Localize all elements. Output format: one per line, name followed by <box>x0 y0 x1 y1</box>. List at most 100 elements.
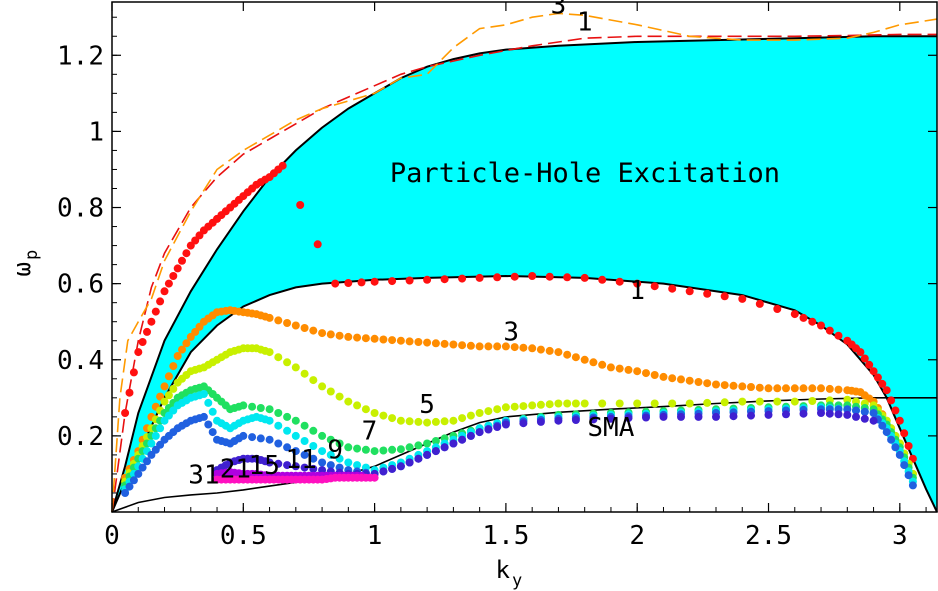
dot-5 <box>291 363 300 372</box>
dot-15 <box>606 414 615 423</box>
annotation-5: 5 <box>419 390 435 420</box>
dot-15 <box>274 459 283 468</box>
dot-3 <box>764 384 773 393</box>
dot-1 <box>405 276 414 285</box>
dot-5 <box>414 417 423 426</box>
dot-5 <box>615 399 624 408</box>
dot-1 <box>182 249 191 258</box>
dot-1 <box>344 279 353 287</box>
dot-1 <box>493 273 502 282</box>
dot-1 <box>685 287 694 296</box>
dot-3 <box>396 336 405 345</box>
dot-5 <box>668 399 677 408</box>
y-tick-label: 0.6 <box>57 270 104 300</box>
dot-15 <box>318 466 327 475</box>
plot-frame <box>111 1 938 513</box>
dot-3 <box>458 341 467 350</box>
dot-3 <box>755 383 764 392</box>
dot-15 <box>764 410 773 419</box>
dot-15 <box>712 412 720 421</box>
annotation-7: 7 <box>362 417 378 447</box>
dot-1 <box>156 297 165 306</box>
dot-5 <box>738 397 747 406</box>
dot-9 <box>147 439 156 448</box>
dot-11 <box>318 458 327 467</box>
annotation-11: 11 <box>285 445 316 475</box>
dot-11 <box>300 450 309 459</box>
dot-3 <box>720 381 729 390</box>
dot-3 <box>738 382 747 391</box>
x-tick-label: 3 <box>892 521 908 551</box>
dot-1 <box>598 275 607 284</box>
dot-15 <box>869 416 878 425</box>
y-tick-label: 0.4 <box>57 346 104 376</box>
dot-11 <box>904 471 913 480</box>
dot-3 <box>703 379 712 388</box>
dot-5 <box>571 399 580 408</box>
dot-3 <box>423 338 432 347</box>
dot-15 <box>501 420 510 429</box>
dot-3 <box>493 342 502 351</box>
annotation-SMA: SMA <box>587 413 634 443</box>
dot-3 <box>449 340 458 349</box>
dot-11 <box>887 435 896 444</box>
dot-5 <box>493 405 502 414</box>
dot-11 <box>125 482 134 491</box>
y-tick-label: 0.8 <box>57 194 104 224</box>
dot-1 <box>129 368 138 377</box>
dot-1 <box>160 287 169 296</box>
dot-11 <box>843 405 852 414</box>
dot-11 <box>138 463 147 472</box>
dot-7 <box>353 444 362 453</box>
dot-5 <box>528 401 537 410</box>
dot-1 <box>313 240 322 249</box>
dot-9 <box>151 431 160 440</box>
dot-3 <box>353 333 362 342</box>
dot-11 <box>121 489 130 497</box>
dot-7 <box>370 447 379 456</box>
dot-5 <box>164 391 173 400</box>
dot-1 <box>856 348 865 357</box>
dot-5 <box>449 416 458 425</box>
dot-5 <box>326 387 335 396</box>
dot-15 <box>431 447 440 456</box>
dot-1 <box>173 264 182 273</box>
dot-5 <box>685 399 694 408</box>
x-tick-label: 0.5 <box>220 521 267 551</box>
dot-1 <box>545 272 554 281</box>
dot-31 <box>370 473 379 482</box>
dot-3 <box>414 338 423 346</box>
dot-9 <box>300 437 309 445</box>
dot-7 <box>239 401 248 410</box>
dot-7 <box>326 435 335 444</box>
dot-3 <box>164 372 173 381</box>
dot-1 <box>834 331 843 340</box>
dot-1 <box>799 313 808 322</box>
dot-1 <box>563 273 572 282</box>
dot-1 <box>891 406 900 415</box>
dot-15 <box>379 467 388 476</box>
dot-15 <box>852 412 860 421</box>
dot-1 <box>869 367 878 376</box>
dot-5 <box>510 402 519 411</box>
dot-1 <box>134 348 143 357</box>
dashed-series-3 <box>111 12 938 513</box>
dot-15 <box>589 415 598 424</box>
dot-15 <box>571 416 580 424</box>
dot-15 <box>834 410 843 419</box>
dot-9 <box>309 442 318 450</box>
dot-3 <box>361 334 370 343</box>
dot-3 <box>712 380 720 389</box>
dot-9 <box>291 431 300 440</box>
dot-1 <box>423 275 432 284</box>
dot-15 <box>817 409 825 417</box>
dot-3 <box>589 358 598 367</box>
dot-5 <box>405 417 414 426</box>
dot-9 <box>344 458 353 467</box>
dot-1 <box>388 277 397 286</box>
dot-1 <box>790 310 799 319</box>
dot-5 <box>274 353 283 362</box>
dot-5 <box>563 399 572 408</box>
dot-5 <box>379 411 388 420</box>
dot-3 <box>563 350 572 359</box>
